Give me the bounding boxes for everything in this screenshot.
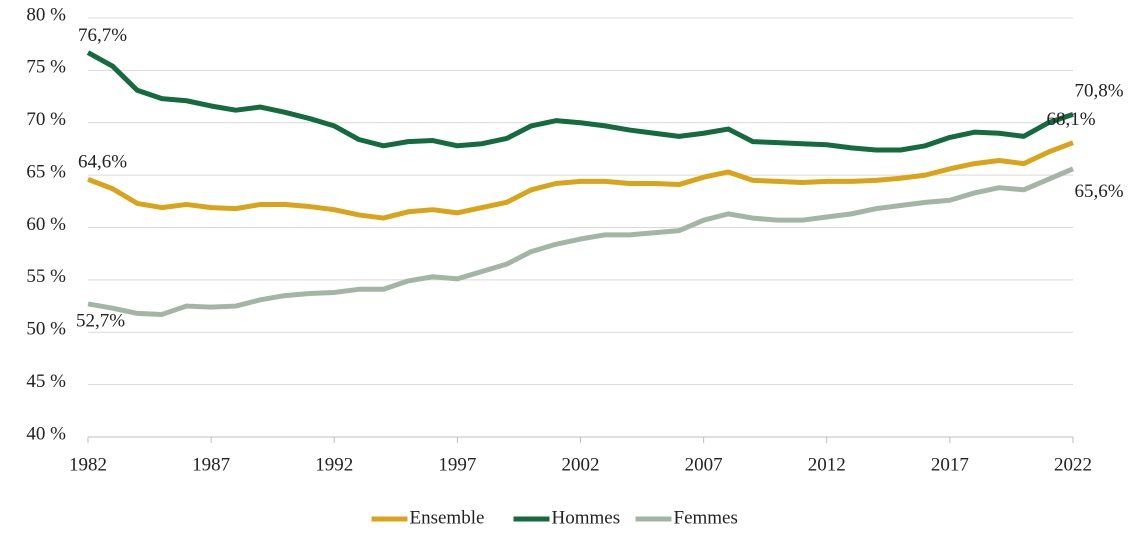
- data-label: 76,7%: [78, 25, 127, 46]
- x-tick-label: 2022: [1054, 454, 1092, 475]
- series-line: [86, 50, 1074, 153]
- y-tick-label: 80 %: [26, 4, 66, 25]
- data-label: 65,6%: [1074, 181, 1123, 202]
- y-tick-label: 40 %: [26, 423, 66, 444]
- y-tick-label: 70 %: [26, 109, 66, 130]
- data-label: 52,7%: [76, 310, 125, 331]
- x-tick-label: 1987: [192, 454, 230, 475]
- x-tick-label: 1997: [438, 454, 476, 475]
- x-tick-label: 1992: [315, 454, 353, 475]
- data-label: 68,1%: [1046, 109, 1095, 130]
- y-tick-label: 45 %: [26, 371, 66, 392]
- x-tick-label: 2017: [931, 454, 969, 475]
- legend-label: Ensemble: [410, 507, 485, 528]
- x-tick-label: 2007: [685, 454, 723, 475]
- y-tick-label: 65 %: [26, 161, 66, 182]
- y-tick-label: 55 %: [26, 266, 66, 287]
- x-tick-label: 1982: [69, 454, 107, 475]
- x-tick-label: 2012: [808, 454, 846, 475]
- series-line: [87, 166, 1074, 317]
- y-tick-label: 60 %: [26, 214, 66, 235]
- legend-label: Hommes: [552, 507, 621, 528]
- legend-label: Femmes: [674, 507, 738, 528]
- data-label: 64,6%: [78, 152, 127, 173]
- y-tick-label: 50 %: [26, 319, 66, 340]
- x-tick-label: 2002: [562, 454, 600, 475]
- series-line: [87, 140, 1074, 221]
- data-label: 70,8%: [1074, 81, 1123, 102]
- y-tick-label: 75 %: [26, 57, 66, 78]
